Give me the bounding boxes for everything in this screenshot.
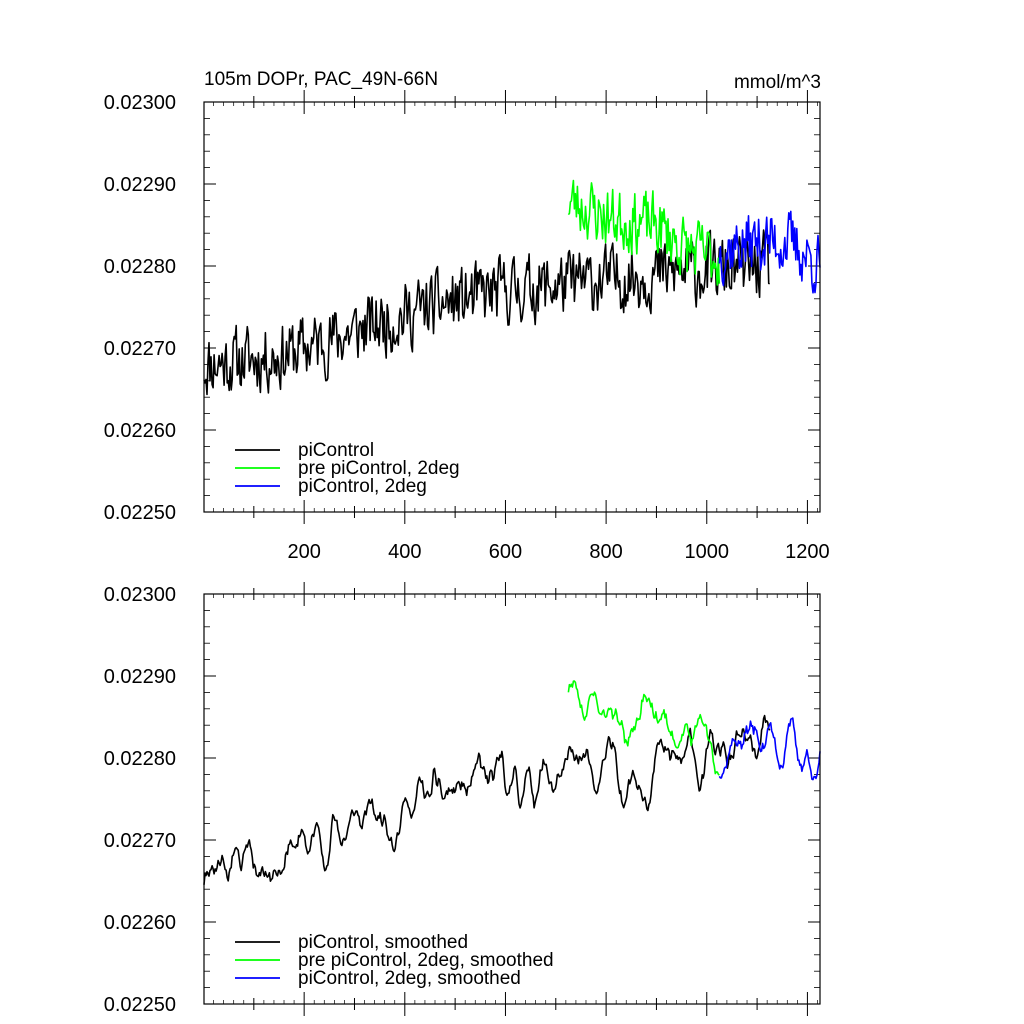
- top-panel: 105m DOPr, PAC_49N-66N mmol/m^3 0.022500…: [104, 69, 830, 563]
- y-tick-label: 0.02260: [104, 912, 176, 934]
- x-tick-label: 800: [589, 541, 622, 563]
- bottom-panel: 0.02250 0.02260 0.02270 0.02280 0.02290 0.023…: [104, 582, 821, 1016]
- y-tick-label: 0.02290: [104, 174, 176, 196]
- y-tick-label: 0.02280: [104, 256, 176, 278]
- top-panel-title: 105m DOPr, PAC_49N-66N: [204, 69, 438, 90]
- legend-label: pre piControl, 2deg: [298, 458, 460, 479]
- bottom-panel-series: [203, 680, 821, 885]
- x-tick-label: 400: [388, 541, 421, 563]
- y-tick-label: 0.02260: [104, 420, 176, 442]
- y-tick-label: 0.02270: [104, 830, 176, 852]
- y-tick-label: 0.02300: [104, 92, 176, 114]
- legend-label: pre piControl, 2deg, smoothed: [298, 950, 554, 971]
- top-panel-units: mmol/m^3: [734, 72, 821, 93]
- top-panel-series: [203, 179, 821, 396]
- legend-label: piControl, 2deg: [298, 476, 427, 497]
- y-tick-label: 0.02300: [104, 584, 176, 606]
- series-line-1: [567, 179, 721, 286]
- series-line-0: [203, 714, 771, 885]
- top-panel-frame: [203, 101, 821, 513]
- series-line-2: [718, 210, 821, 294]
- legend-label: piControl: [298, 440, 374, 461]
- x-tick-label: 1000: [685, 541, 730, 563]
- bottom-panel-frame: [203, 593, 821, 1005]
- series-line-1: [567, 680, 720, 776]
- legend-label: piControl, 2deg, smoothed: [298, 968, 521, 989]
- x-tick-label: 200: [287, 541, 320, 563]
- series-line-2: [718, 717, 821, 781]
- y-tick-label: 0.02280: [104, 748, 176, 770]
- x-tick-label: 1200: [785, 541, 830, 563]
- y-tick-label: 0.02270: [104, 338, 176, 360]
- legend-label: piControl, smoothed: [298, 932, 468, 953]
- y-tick-label: 0.02250: [104, 994, 176, 1016]
- y-tick-label: 0.02250: [104, 502, 176, 524]
- x-tick-label: 600: [489, 541, 522, 563]
- bottom-panel-ticks: 0.02250 0.02260 0.02270 0.02280 0.02290 0.023…: [104, 582, 820, 1016]
- y-tick-label: 0.02290: [104, 666, 176, 688]
- series-line-0: [203, 229, 770, 396]
- top-panel-ticks: 0.02250 0.02260 0.02270 0.02280 0.02290 0.023…: [104, 90, 830, 563]
